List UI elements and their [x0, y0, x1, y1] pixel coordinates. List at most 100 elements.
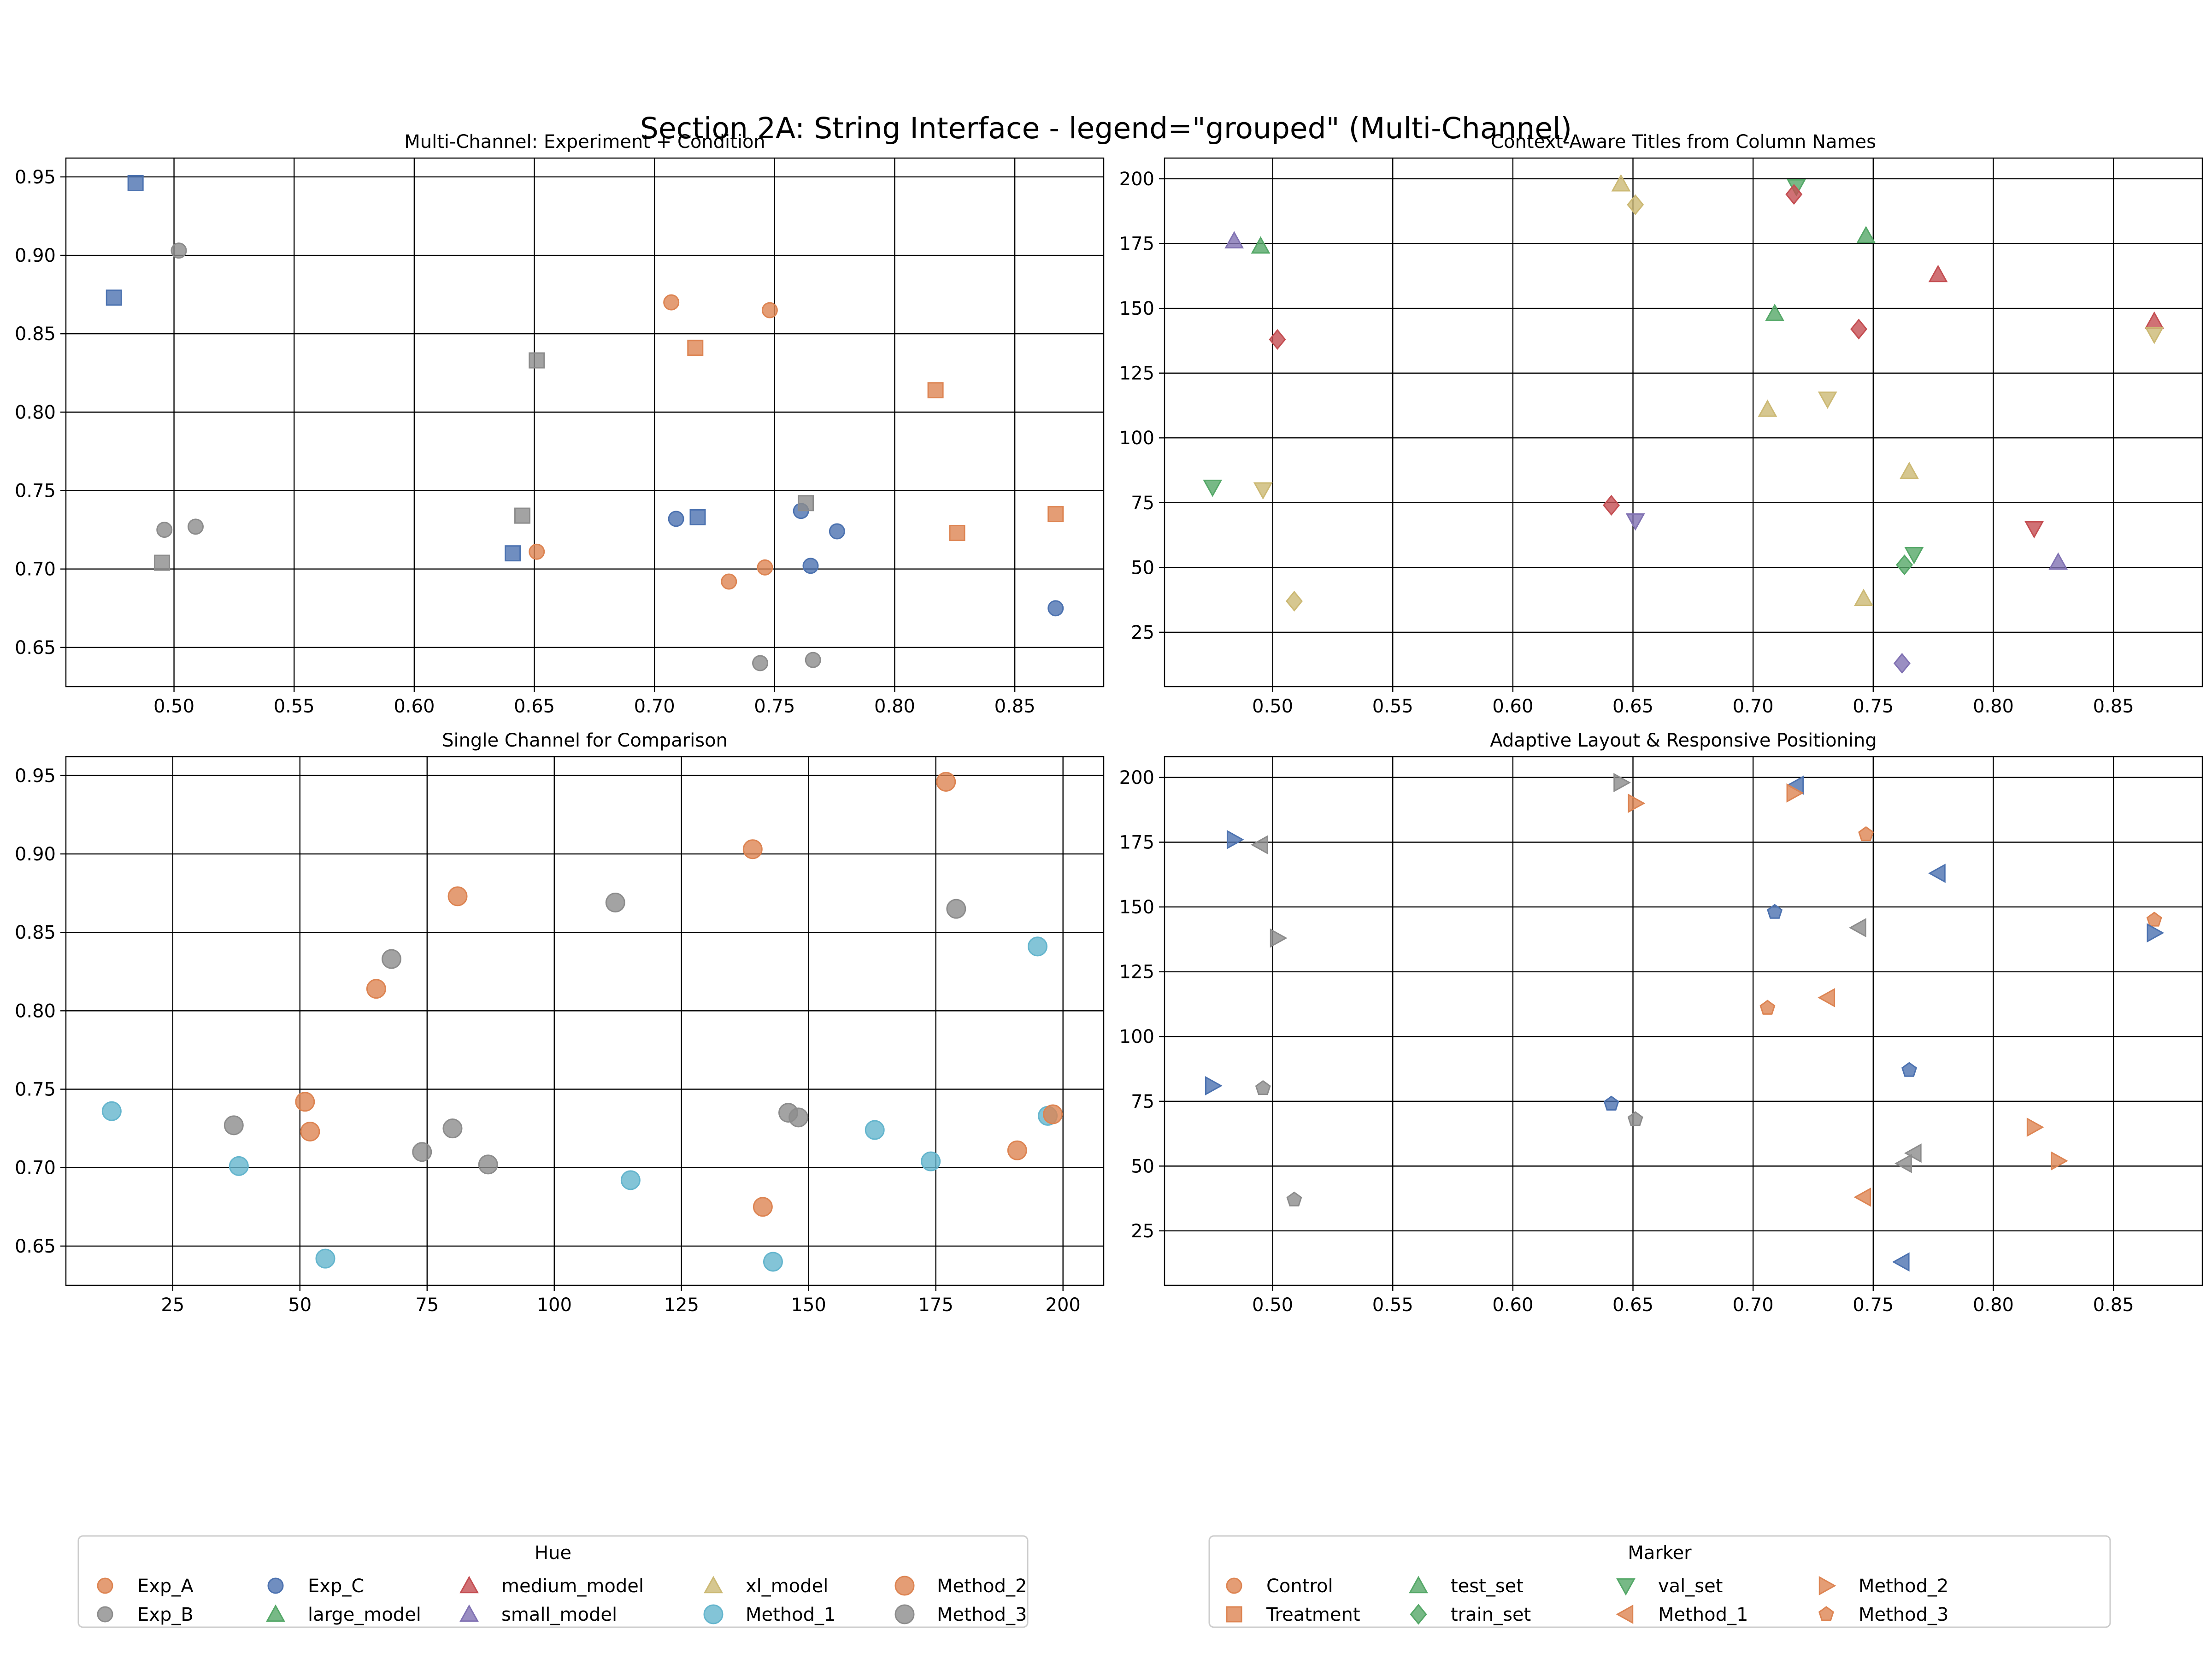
x-tick-label: 200: [1046, 1294, 1081, 1316]
axes-frame: [65, 157, 1105, 688]
y-tick-label: 0.80: [15, 1000, 56, 1022]
data-point: [101, 1101, 122, 1121]
y-tick-label: 0.75: [15, 481, 56, 502]
legend-hue: Hue Exp_A Exp_B Exp_C large_model medium_mode…: [77, 1535, 1029, 1628]
y-tick-label: 100: [1119, 428, 1154, 449]
data-point: [1901, 1062, 1917, 1077]
y-tick-label: 0.95: [15, 765, 56, 787]
x-tick-label: 25: [161, 1294, 184, 1316]
x-tick-label: 0.85: [2093, 1294, 2134, 1316]
plots: Multi-Channel: Experiment + Condition 0.5…: [15, 131, 2203, 1316]
data-point: [946, 899, 966, 919]
y-tick-label: 125: [1119, 363, 1154, 384]
panel-p4: Adaptive Layout & Responsive Positioning…: [1119, 730, 2203, 1316]
y-tick-label: 0.70: [15, 1158, 56, 1179]
data-point: [154, 554, 171, 571]
y-tick-label: 0.90: [15, 245, 56, 266]
data-point: [2146, 912, 2162, 927]
data-point: [1226, 830, 1244, 849]
y-tick-label: 0.95: [15, 167, 56, 188]
data-point: [949, 524, 965, 541]
x-tick-label: 0.70: [1733, 696, 1774, 717]
data-point: [753, 1197, 773, 1217]
data-points: [1203, 174, 2164, 674]
data-point: [936, 771, 956, 792]
axes-frame: [1164, 157, 2203, 688]
data-point: [295, 1092, 315, 1112]
legend-frame: [77, 1535, 1029, 1628]
y-tick-label: 200: [1119, 767, 1154, 788]
data-point: [1900, 461, 1919, 479]
data-point: [1007, 1140, 1027, 1160]
data-points: [106, 175, 1064, 671]
x-tick-label: 0.80: [1973, 696, 2014, 717]
data-point: [668, 511, 684, 527]
legend-label: Control: [1266, 1576, 1333, 1597]
data-point: [442, 1118, 463, 1139]
legend-marker: [894, 1576, 915, 1596]
data-point: [865, 1120, 885, 1140]
data-point: [1251, 835, 1268, 855]
data-point: [1759, 1000, 1776, 1015]
legend-marker: [703, 1604, 724, 1624]
legend-label: small_model: [501, 1604, 617, 1625]
x-tick-label: 0.85: [994, 696, 1035, 717]
legend-label: Exp_C: [308, 1576, 364, 1597]
data-point: [1203, 479, 1223, 497]
data-point: [1894, 1153, 1912, 1173]
x-tick-label: 0.65: [1612, 1294, 1653, 1316]
legend-label: Method_2: [1859, 1576, 1948, 1597]
panel-p2: Context-Aware Titles from Column Names 0.…: [1119, 131, 2203, 717]
x-tick-label: 0.50: [1252, 696, 1293, 717]
data-point: [1767, 904, 1783, 919]
legend-title: Hue: [535, 1542, 571, 1564]
data-point: [1849, 918, 1866, 938]
data-point: [156, 522, 173, 538]
legend-label: Method_1: [1658, 1604, 1748, 1625]
panel-p1: Multi-Channel: Experiment + Condition 0.5…: [15, 131, 1105, 717]
x-tick-label: 0.65: [514, 696, 555, 717]
data-point: [505, 545, 521, 562]
legend-label: Exp_A: [137, 1576, 194, 1597]
data-point: [1854, 588, 1873, 606]
data-point: [1269, 329, 1286, 350]
data-point: [106, 289, 122, 306]
panel-title: Context-Aware Titles from Column Names: [1491, 131, 1876, 153]
data-point: [529, 543, 545, 560]
legend-label: test_set: [1451, 1576, 1524, 1597]
data-point: [1853, 1187, 1871, 1207]
legend-label: large_model: [308, 1604, 421, 1625]
data-point: [2024, 521, 2044, 539]
data-point: [188, 518, 204, 535]
data-points: [101, 771, 1063, 1272]
data-point: [763, 1252, 783, 1272]
data-point: [1603, 1095, 1619, 1111]
y-tick-label: 0.85: [15, 324, 56, 345]
data-point: [1613, 773, 1631, 793]
data-point: [802, 558, 819, 574]
data-point: [224, 1115, 244, 1135]
y-tick-label: 175: [1119, 234, 1154, 255]
x-tick-label: 0.85: [2093, 696, 2134, 717]
data-point: [605, 893, 625, 913]
axes-frame: [1164, 756, 2203, 1286]
data-point: [1758, 399, 1777, 417]
data-point: [1627, 194, 1644, 215]
data-point: [1611, 174, 1631, 192]
legends: Hue Exp_A Exp_B Exp_C large_model medium_mode…: [77, 1535, 2111, 1628]
data-point: [2048, 552, 2068, 570]
data-point: [1904, 547, 1924, 565]
x-tick-label: 0.60: [394, 696, 435, 717]
data-point: [1896, 554, 1913, 576]
y-tick-label: 150: [1119, 298, 1154, 319]
y-tick-label: 0.90: [15, 844, 56, 865]
data-point: [2144, 327, 2164, 344]
data-point: [1785, 184, 1803, 205]
data-point: [921, 1151, 941, 1171]
data-point: [1625, 513, 1645, 531]
data-point: [1928, 265, 1948, 282]
data-point: [927, 382, 944, 399]
data-point: [1818, 391, 1837, 409]
